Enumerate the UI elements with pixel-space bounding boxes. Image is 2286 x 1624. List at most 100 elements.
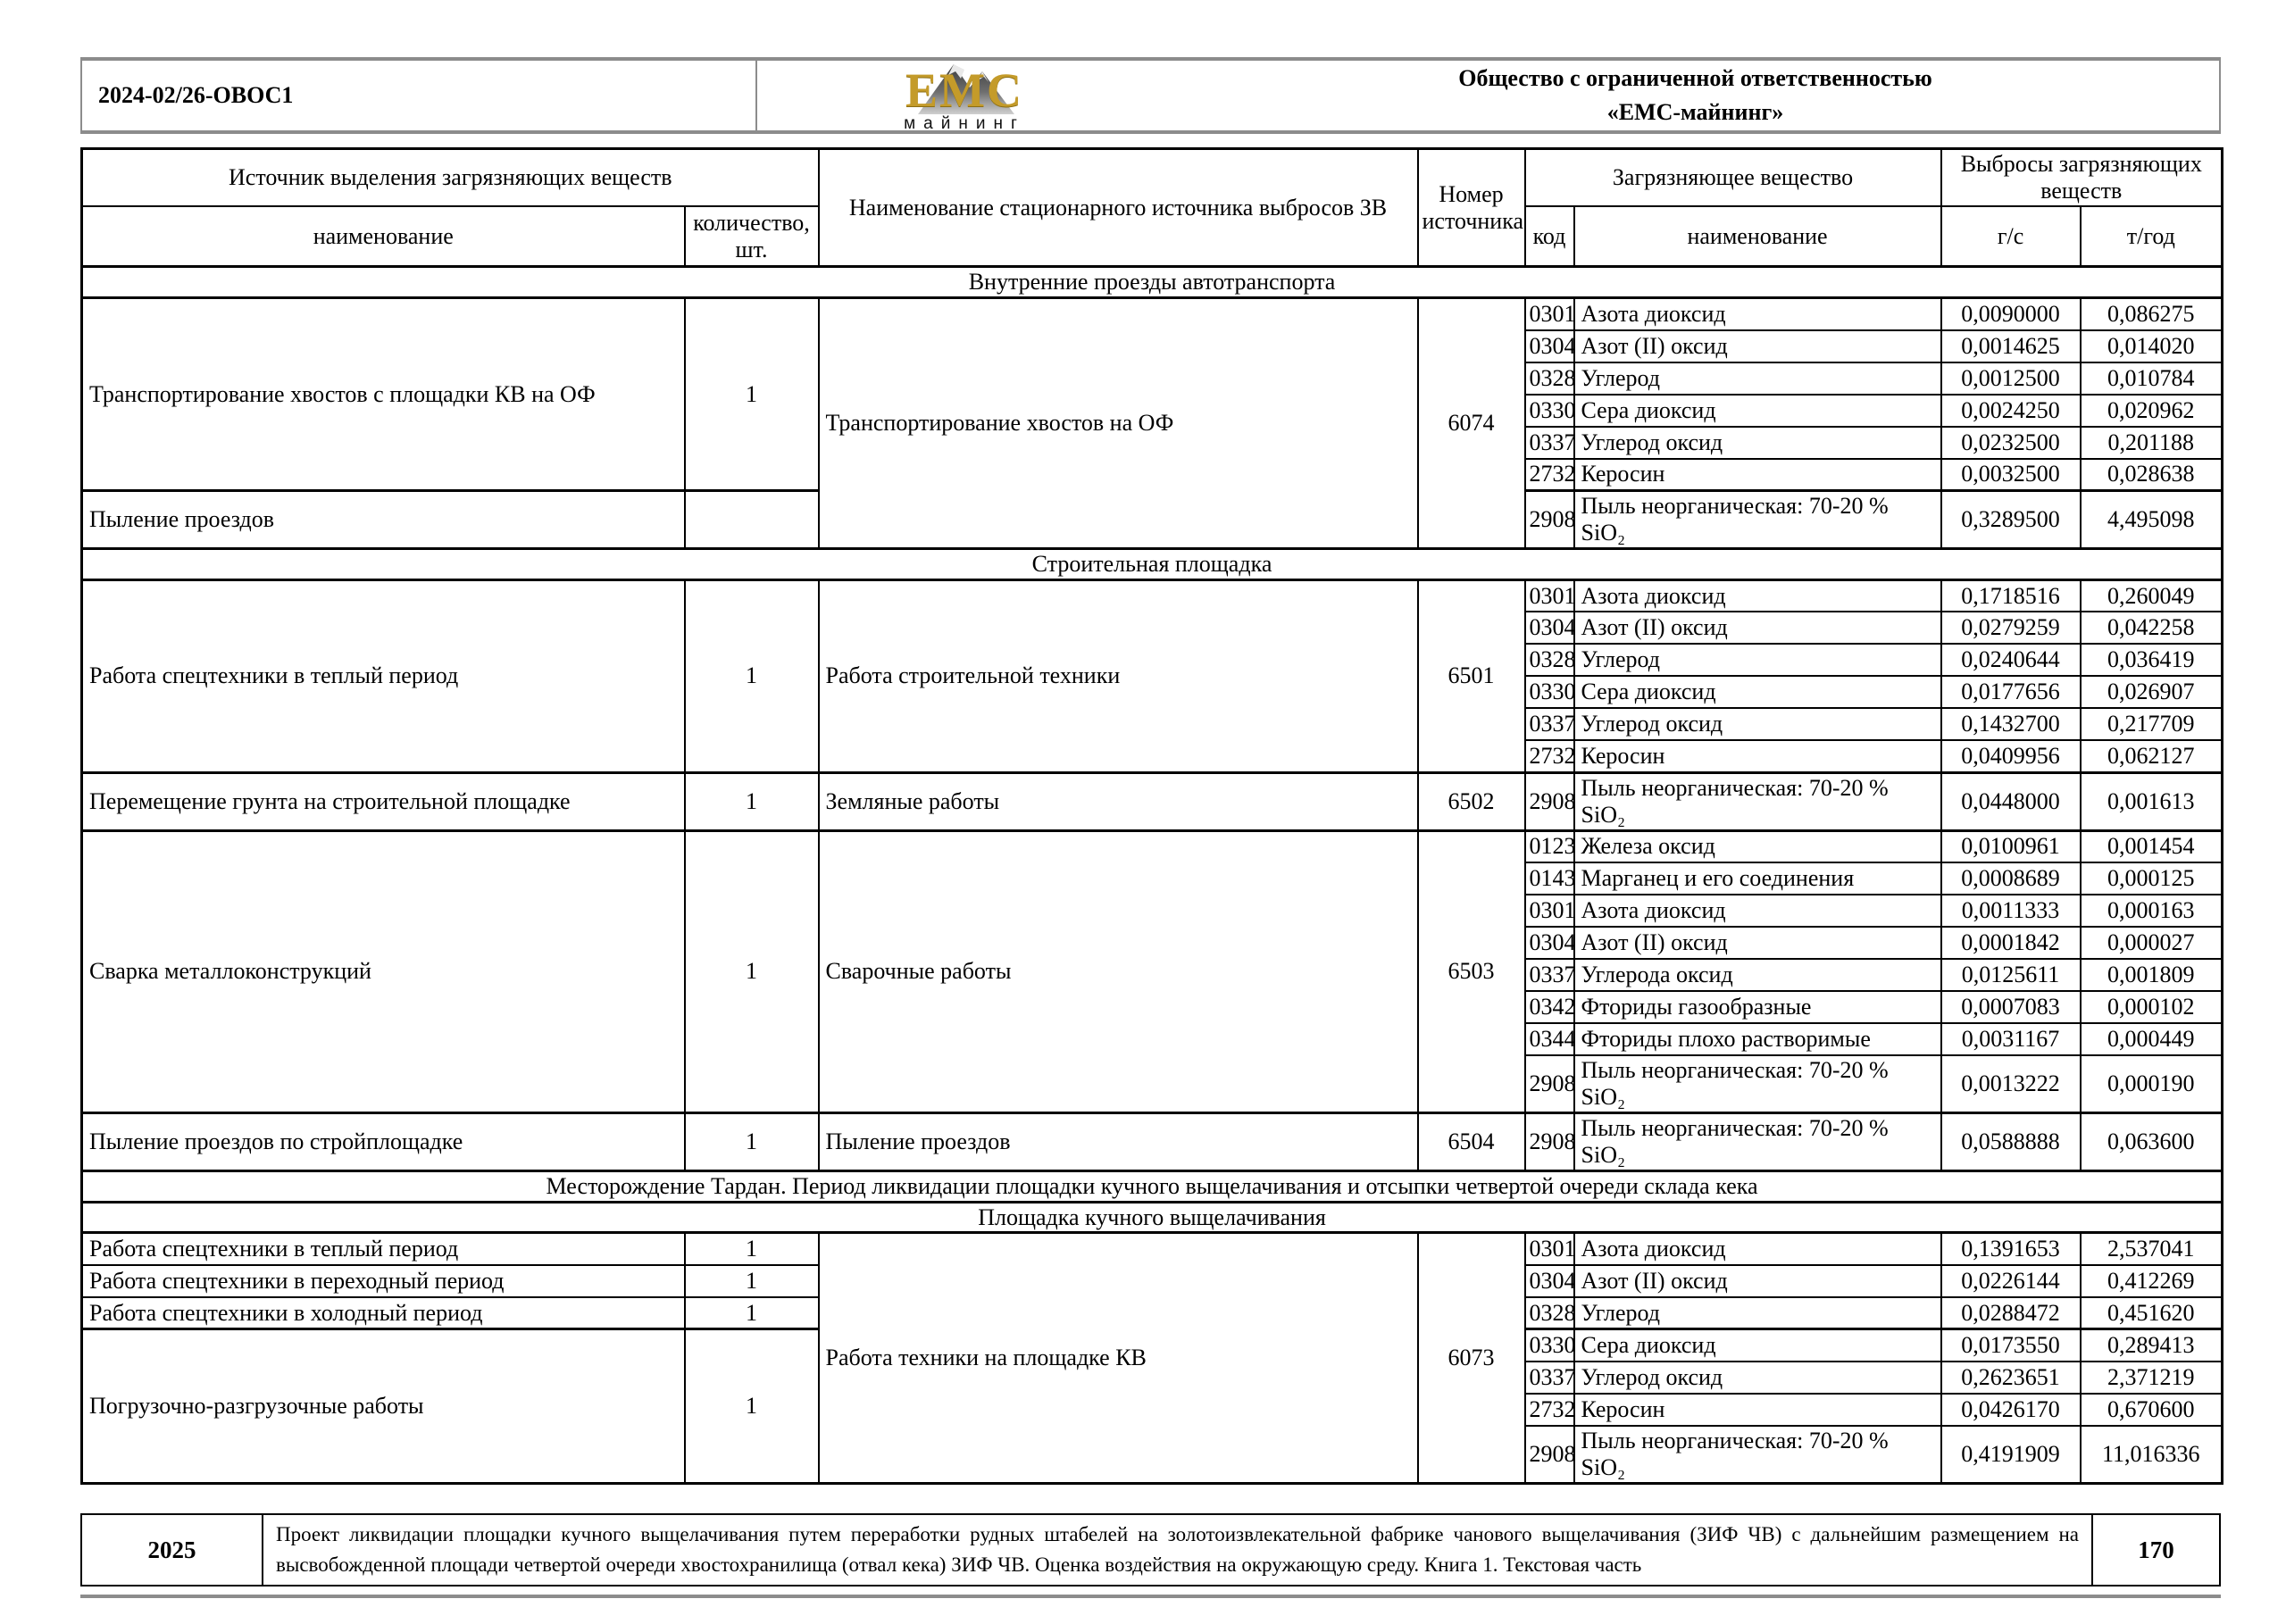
- table-cell: Пыль неорганическая: 70-20 % SiO₂: [1573, 770, 1942, 832]
- table-cell: 0,1718516: [1940, 579, 2082, 613]
- table-cell: 0304: [1523, 926, 1575, 961]
- table-cell: 0337: [1523, 958, 1575, 993]
- table-cell: Керосин: [1573, 1392, 1942, 1427]
- table-cell: 0330: [1523, 1328, 1575, 1362]
- table-row: Погрузочно-разгрузочные работы 1 0330 Сера …: [80, 1328, 2223, 1485]
- table-cell: 1: [683, 829, 820, 1114]
- emissions-table-head: Источник выделения загрязняющих веществ …: [80, 147, 2223, 268]
- table-cell: 0,201188: [2079, 425, 2223, 460]
- col-header-source-name: наименование: [80, 204, 686, 268]
- table-cell: 0,0013222: [1940, 1054, 2082, 1114]
- table-cell: 6503: [1416, 829, 1526, 1114]
- table-row: 0304 Азот (II) оксид 0,0014625 0,014020: [82, 329, 2223, 363]
- table-cell: Железа оксид: [1573, 829, 1942, 864]
- table-cell: 0,062127: [2079, 739, 2223, 774]
- table-cell: 0,001454: [2079, 829, 2223, 864]
- page-number: 170: [2138, 1536, 2174, 1563]
- table-cell: 0,0012500: [1940, 361, 2082, 396]
- table-cell: 1: [683, 1295, 820, 1330]
- table-cell: Азота диоксид: [1573, 579, 1942, 613]
- col-header-source-count: количество, шт.: [683, 204, 820, 268]
- footer-description-text: Проект ликвидации площадки кучного выщел…: [276, 1522, 2079, 1577]
- table-cell: 0344: [1523, 1022, 1575, 1057]
- table-cell: 0301: [1523, 894, 1575, 929]
- table-row: 0301 Азота диоксид 0,0011333 0,000163: [82, 894, 2223, 929]
- table-cell: 0,000027: [2079, 926, 2223, 961]
- table-cell: 0,0226144: [1940, 1263, 2082, 1298]
- table-cell: 0,0024250: [1940, 393, 2082, 428]
- table-cell: 6501: [1416, 579, 1526, 774]
- table-cell: Углерод оксид: [1573, 425, 1942, 460]
- table-cell: 0330: [1523, 393, 1575, 428]
- table-cell: 1: [683, 1111, 820, 1172]
- table-cell: 0,1432700: [1940, 707, 2082, 742]
- table-cell: Сварочные работы: [817, 829, 1419, 1114]
- col-header-stationary: Наименование стационарного источника выб…: [817, 147, 1419, 268]
- table-cell: 0143: [1523, 862, 1575, 896]
- table-cell: Пыль неорганическая: 70-20 % SiO₂: [1573, 1424, 1942, 1485]
- table-cell: 0,0090000: [1940, 296, 2082, 331]
- table-cell: 6074: [1416, 296, 1526, 550]
- table-row: 0344 Фториды плохо растворимые 0,0031167 0,…: [82, 1022, 2223, 1057]
- table-cell: 0,0100961: [1940, 829, 2082, 864]
- table-cell: Сера диоксид: [1573, 393, 1942, 428]
- table-cell: 0337: [1523, 707, 1575, 742]
- col-header-source-group: Источник выделения загрязняющих веществ: [80, 147, 820, 207]
- table-cell: 0,0001842: [1940, 926, 2082, 961]
- table-cell: Транспортирование хвостов с площадки КВ …: [80, 296, 686, 492]
- table-row: 0342 Фториды газообразные 0,0007083 0,00010…: [82, 990, 2223, 1025]
- table-cell: 0,086275: [2079, 296, 2223, 331]
- table-row: 0304 Азот (II) оксид 0,0279259 0,042258: [82, 611, 2223, 645]
- table-cell: 0,042258: [2079, 611, 2223, 645]
- table-cell: Земляные работы: [817, 770, 1419, 832]
- table-cell: 0,0448000: [1940, 770, 2082, 832]
- company-logo: ЕМС майнинг: [757, 59, 1172, 132]
- table-cell: 0,4191909: [1940, 1424, 2082, 1485]
- table-cell: 0,0032500: [1940, 457, 2082, 492]
- table-cell: 0,1391653: [1940, 1231, 2082, 1266]
- table-row: Работа спецтехники в холодный период 1 032…: [80, 1295, 2223, 1330]
- table-cell: 0301: [1523, 1231, 1575, 1266]
- table-cell: Керосин: [1573, 457, 1942, 492]
- table-cell: Керосин: [1573, 739, 1942, 774]
- table-cell: Сварка металлоконструкций: [80, 829, 686, 1114]
- logo: ЕМС майнинг: [871, 59, 1058, 132]
- table-row: Работа спецтехники в теплый период 1 Работ…: [80, 579, 2223, 774]
- col-header-emissions-group: Выбросы загрязняющих веществ: [1940, 147, 2223, 207]
- footer: 2025 Проект ликвидации площадки кучного …: [80, 1513, 2221, 1587]
- table-row: 0337 Углерод оксид 0,2623651 2,371219: [82, 1360, 2223, 1395]
- table-cell: 0,0011333: [1940, 894, 2082, 929]
- table-cell: Работа строительной техники: [817, 579, 1419, 774]
- col-header-number: Номер источника: [1416, 147, 1526, 268]
- table-row: 0328 Углерод 0,0240644 0,036419: [82, 643, 2223, 678]
- table-row: 2908 Пыль неорганическая: 70-20 % SiO₂ 0,0…: [82, 1054, 2223, 1114]
- table-cell: 0,3289500: [1940, 489, 2082, 550]
- table-cell: 0301: [1523, 296, 1575, 331]
- table-cell: 0342: [1523, 990, 1575, 1025]
- table-cell: 0,0014625: [1940, 329, 2082, 363]
- table-cell: 0,0125611: [1940, 958, 2082, 993]
- table-cell: 0,0240644: [1940, 643, 2082, 678]
- table-cell: 1: [683, 579, 820, 774]
- table-row: Транспортирование хвостов с площадки КВ …: [80, 296, 2223, 550]
- table-row: 0337 Углерода оксид 0,0125611 0,001809: [82, 958, 2223, 993]
- table-cell: 0,217709: [2079, 707, 2223, 742]
- table-cell: 0,028638: [2079, 457, 2223, 492]
- table-cell: 2,537041: [2079, 1231, 2223, 1266]
- table-cell: 6073: [1416, 1231, 1526, 1485]
- table-cell: 4,495098: [2079, 489, 2223, 550]
- table-cell: 0,0279259: [1940, 611, 2082, 645]
- section-row: Месторождение Тардан. Период ликвидации …: [80, 1169, 2223, 1203]
- table-cell: Углерод: [1573, 1295, 1942, 1330]
- table-cell: Пыль неорганическая: 70-20 % SiO₂: [1573, 1054, 1942, 1114]
- table-cell: 0328: [1523, 1295, 1575, 1330]
- table-cell: 0,063600: [2079, 1111, 2223, 1172]
- table-cell: Азота диоксид: [1573, 894, 1942, 929]
- table-cell: Азота диоксид: [1573, 296, 1942, 331]
- table-row: 0337 Углерод оксид 0,1432700 0,217709: [82, 707, 2223, 742]
- table-row: 2732 Керосин 0,0032500 0,028638: [82, 457, 2223, 492]
- table-cell: Работа техники на площадке КВ: [817, 1231, 1419, 1485]
- table-cell: Углерод оксид: [1573, 1360, 1942, 1395]
- table-cell: 0,020962: [2079, 393, 2223, 428]
- section-title: Внутренние проезды автотранспорта: [80, 265, 2223, 300]
